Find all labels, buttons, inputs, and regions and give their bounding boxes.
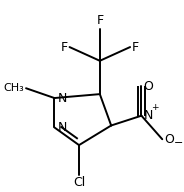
Text: O: O bbox=[164, 133, 174, 146]
Text: F: F bbox=[61, 41, 68, 54]
Text: F: F bbox=[96, 14, 103, 27]
Text: −: − bbox=[174, 138, 183, 148]
Text: N: N bbox=[143, 109, 153, 122]
Text: +: + bbox=[151, 103, 158, 112]
Text: N: N bbox=[57, 92, 67, 104]
Text: N: N bbox=[57, 121, 67, 134]
Text: CH₃: CH₃ bbox=[3, 83, 24, 93]
Text: Cl: Cl bbox=[73, 176, 85, 190]
Text: O: O bbox=[143, 80, 153, 93]
Text: F: F bbox=[132, 41, 139, 54]
